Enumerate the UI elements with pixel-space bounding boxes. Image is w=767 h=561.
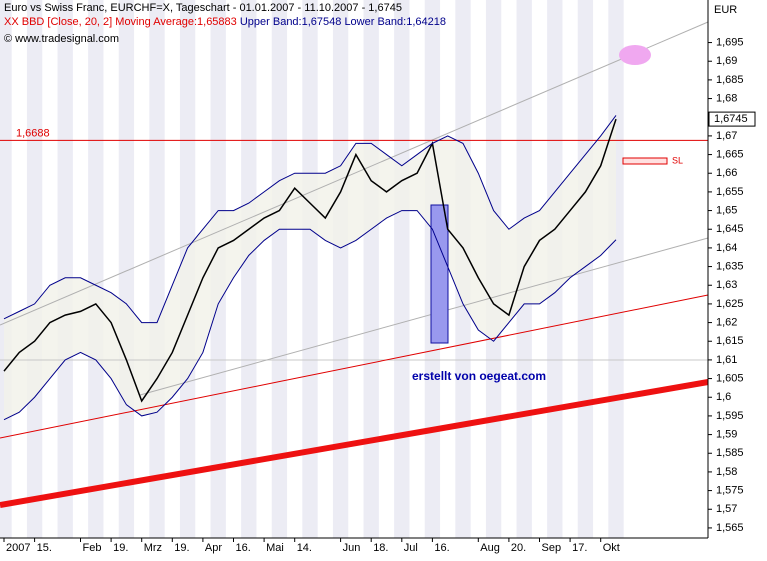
- week-stripe: [271, 0, 288, 538]
- last-price-box: [708, 111, 756, 127]
- x-tick-label: Apr: [205, 542, 222, 554]
- y-tick-label: 1,66: [716, 167, 737, 179]
- x-tick-label: 17.: [572, 542, 587, 554]
- trend-line: [0, 21, 709, 326]
- chart-title: Euro vs Swiss Franc, EURCHF=X, Tageschar…: [4, 2, 402, 14]
- y-tick-label: 1,6: [716, 391, 731, 403]
- x-tick-label: 15.: [37, 542, 52, 554]
- week-stripe: [363, 0, 379, 538]
- trend-line: [0, 294, 709, 439]
- week-stripe: [88, 0, 104, 538]
- copyright: © www.tradesignal.com: [4, 33, 119, 45]
- x-tick-label: 14.: [297, 542, 312, 554]
- plot: 1,6688: [0, 115, 708, 421]
- y-tick-label: 1,69: [716, 55, 737, 67]
- x-tick-label: 16.: [236, 542, 251, 554]
- week-stripe: [608, 0, 624, 538]
- x-tick-label: 2007: [6, 542, 30, 554]
- y-tick-label: 1,665: [716, 148, 744, 160]
- sl-box: [622, 157, 668, 165]
- week-stripe: [332, 0, 349, 538]
- y-tick-label: 1,615: [716, 335, 744, 347]
- week-stripe: [149, 0, 165, 538]
- week-stripe: [26, 0, 43, 538]
- x-axis-area: [0, 538, 767, 556]
- x-tick-label: Jun: [343, 542, 361, 554]
- y-tick-label: 1,585: [716, 447, 744, 459]
- x-tick-label: Okt: [603, 542, 620, 554]
- annotation: erstellt von oegeat.com: [412, 369, 546, 383]
- target-marker: [619, 45, 651, 65]
- x-tick-label: Mrz: [144, 542, 162, 554]
- x-tick-label: Mai: [266, 542, 284, 554]
- y-tick-label: 1,63: [716, 279, 737, 291]
- x-tick-label: 18.: [373, 542, 388, 554]
- x-tick-label: 19.: [113, 542, 128, 554]
- y-tick-label: 1,565: [716, 522, 744, 534]
- x-tick-label: 19.: [174, 542, 189, 554]
- x-tick-label: Feb: [83, 542, 102, 554]
- band-line: [3, 210, 617, 421]
- y-tick-label: 1,685: [716, 74, 744, 86]
- last-price-label: 1,6745: [714, 113, 748, 125]
- y-tick-label: 1,65: [716, 204, 737, 216]
- x-tick-label: Sep: [542, 542, 562, 554]
- week-stripe: [57, 0, 73, 538]
- y-tick-label: 1,68: [716, 92, 737, 104]
- week-stripe: [302, 0, 318, 538]
- trend-line: [0, 379, 709, 508]
- week-stripe: [241, 0, 257, 538]
- y-tick-label: 1,655: [716, 186, 744, 198]
- upper-label: Upper Band:1,67548: [240, 16, 342, 28]
- y-tick-label: 1,61: [716, 354, 737, 366]
- indicator-name: XX BBD [Close, 20, 2]: [4, 16, 112, 28]
- y-tick-label: 1,62: [716, 316, 737, 328]
- y-tick-label: 1,595: [716, 410, 744, 422]
- trend-line: [139, 237, 709, 396]
- y-tick-label: 1,67: [716, 130, 737, 142]
- week-stripe: [394, 0, 410, 538]
- band-area: [4, 115, 616, 420]
- week-stripe: [0, 0, 12, 538]
- band-line: [3, 115, 617, 324]
- y-tick-label: 1,57: [716, 503, 737, 515]
- y-tick-label: 1,575: [716, 484, 744, 496]
- band-fill: [4, 115, 616, 420]
- y-axis-area: [708, 0, 767, 538]
- y-tick-label: 1,58: [716, 466, 737, 478]
- ma-label: Moving Average:1,65883: [115, 16, 237, 28]
- y-tick-label: 1,695: [716, 36, 744, 48]
- x-tick-label: 20.: [511, 542, 526, 554]
- y-tick-label: 1,64: [716, 242, 737, 254]
- x-tick-label: 16.: [434, 542, 449, 554]
- axis-label: EUR: [714, 4, 737, 16]
- level-label: 1,6688: [16, 127, 50, 139]
- y-tick-label: 1,59: [716, 428, 737, 440]
- sl-label: SL: [672, 155, 683, 165]
- y-tick-label: 1,635: [716, 260, 744, 272]
- y-tick-label: 1,605: [716, 372, 744, 384]
- highlight-box: [430, 204, 449, 344]
- background: [0, 0, 708, 538]
- y-tick-label: 1,625: [716, 298, 744, 310]
- x-tick-label: Jul: [404, 542, 418, 554]
- plot-background: [0, 0, 708, 538]
- indicator-legend: XX BBD [Close, 20, 2] Moving Average:1,6…: [4, 16, 446, 28]
- price-line: [3, 118, 617, 403]
- x-tick-label: Aug: [480, 542, 500, 554]
- lower-label: Lower Band:1,64218: [344, 16, 446, 28]
- axes: 1,565 1,57 1,575 1,58 1,585 1,59 1,595 1,6 1,605…: [3, 36, 756, 554]
- y-tick-label: 1,645: [716, 223, 744, 235]
